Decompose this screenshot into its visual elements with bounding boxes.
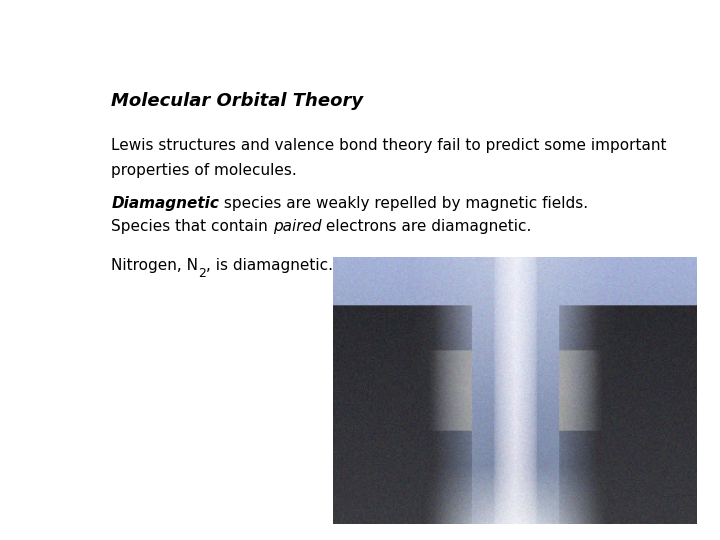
Text: , is diamagnetic.: , is diamagnetic. [206, 258, 333, 273]
Text: Nitrogen, N: Nitrogen, N [111, 258, 198, 273]
Text: Molecular Orbital Theory: Molecular Orbital Theory [111, 92, 364, 110]
Text: Species that contain: Species that contain [111, 219, 273, 234]
Text: paired: paired [273, 219, 321, 234]
Text: species are weakly repelled by magnetic fields.: species are weakly repelled by magnetic … [219, 196, 588, 211]
Text: 2: 2 [198, 267, 206, 280]
Text: Diamagnetic: Diamagnetic [111, 196, 219, 211]
Text: Lewis structures and valence bond theory fail to predict some important: Lewis structures and valence bond theory… [111, 138, 667, 153]
Text: electrons are diamagnetic.: electrons are diamagnetic. [321, 219, 531, 234]
Text: properties of molecules.: properties of molecules. [111, 163, 297, 178]
